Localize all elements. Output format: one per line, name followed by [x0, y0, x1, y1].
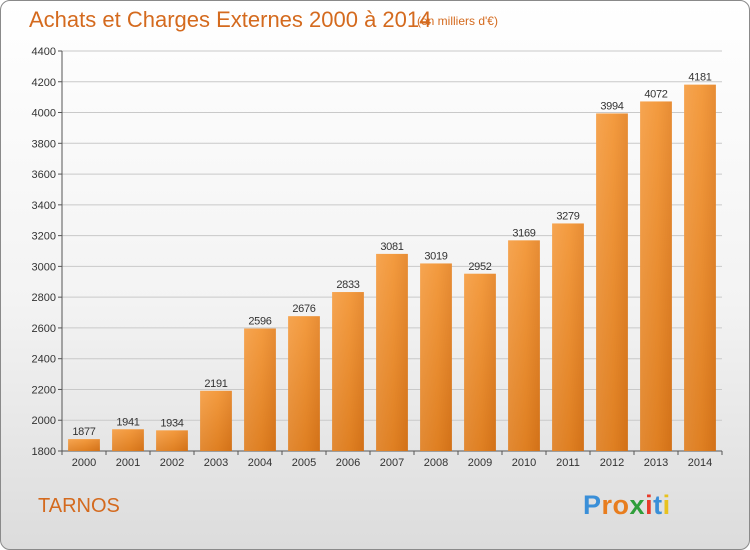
chart-title: Achats et Charges Externes 2000 à 2014: [29, 7, 432, 32]
labels: 1800 2000 2200 2400 2600 2800 3000 3200 3400 3600…: [32, 46, 713, 469]
x-tick-label: 2007: [380, 457, 404, 469]
logo-letter: o: [612, 490, 630, 520]
value-label: 2191: [204, 378, 227, 390]
bar-shade-2000: [68, 439, 100, 451]
logo-letter: P: [583, 490, 602, 520]
value-label: 3019: [424, 250, 447, 262]
y-tick-label: 4200: [32, 77, 56, 89]
bar-shade-2014: [684, 84, 716, 451]
value-label: 2952: [468, 261, 491, 273]
value-label: 2833: [336, 279, 359, 291]
bar-shade-2006: [332, 292, 364, 451]
y-tick-label: 3400: [32, 200, 56, 212]
y-tick-label: 2000: [32, 415, 56, 427]
y-tick-label: 1800: [32, 446, 56, 458]
x-tick-label: 2000: [72, 457, 96, 469]
x-tick-label: 2002: [160, 457, 184, 469]
x-tick-label: 2014: [688, 457, 712, 469]
y-tick-label: 3600: [32, 169, 56, 181]
value-label: 3169: [512, 227, 535, 239]
bars: [68, 84, 716, 451]
x-tick-label: 2009: [468, 457, 492, 469]
y-tick-label: 4000: [32, 108, 56, 120]
x-tick-label: 2005: [292, 457, 316, 469]
x-tick-label: 2013: [644, 457, 668, 469]
bar-shade-2001: [112, 429, 144, 451]
value-label: 4072: [644, 88, 667, 100]
bar-shade-2011: [552, 223, 584, 451]
y-tick-label: 3000: [32, 261, 56, 273]
bar-shade-2007: [376, 253, 408, 451]
y-tick-label: 3800: [32, 138, 56, 150]
value-label: 4181: [688, 72, 711, 84]
bar-shade-2012: [596, 113, 628, 451]
bar-shade-2010: [508, 240, 540, 451]
logo-letter: x: [629, 490, 646, 520]
y-tick-label: 2600: [32, 323, 56, 335]
value-label: 2596: [248, 316, 271, 328]
y-tick-label: 2800: [32, 292, 56, 304]
x-tick-label: 2008: [424, 457, 448, 469]
x-tick-label: 2010: [512, 457, 536, 469]
bar-shade-2013: [640, 101, 672, 451]
logo-letter: r: [601, 490, 613, 520]
value-label: 3081: [380, 241, 403, 253]
bar-shade-2008: [420, 263, 452, 451]
bar-shade-2003: [200, 390, 232, 451]
bar-shade-2002: [156, 430, 188, 451]
proxiti-logo: Proxiti: [583, 490, 671, 521]
bar-shade-2004: [244, 328, 276, 451]
chart-subtitle: (en milliers d'€): [417, 14, 498, 28]
value-label: 3994: [600, 100, 623, 112]
value-label: 1941: [116, 416, 139, 428]
value-label: 1934: [160, 417, 183, 429]
y-tick-label: 4400: [32, 46, 56, 58]
value-label: 2676: [292, 303, 315, 315]
y-tick-label: 2400: [32, 354, 56, 366]
logo-letter: t: [653, 490, 663, 520]
logo-letter: i: [662, 490, 671, 520]
logo-letter: i: [645, 490, 654, 520]
value-label: 3279: [556, 210, 579, 222]
bar-shade-2009: [464, 273, 496, 451]
y-tick-label: 3200: [32, 231, 56, 243]
x-tick-label: 2003: [204, 457, 228, 469]
value-label: 1877: [72, 426, 95, 438]
commune-name: TARNOS: [38, 495, 120, 517]
x-tick-label: 2004: [248, 457, 272, 469]
x-tick-label: 2006: [336, 457, 360, 469]
x-tick-label: 2011: [556, 457, 580, 469]
bar-shade-2005: [288, 316, 320, 451]
y-tick-label: 2200: [32, 384, 56, 396]
x-tick-label: 2012: [600, 457, 624, 469]
x-tick-label: 2001: [116, 457, 140, 469]
